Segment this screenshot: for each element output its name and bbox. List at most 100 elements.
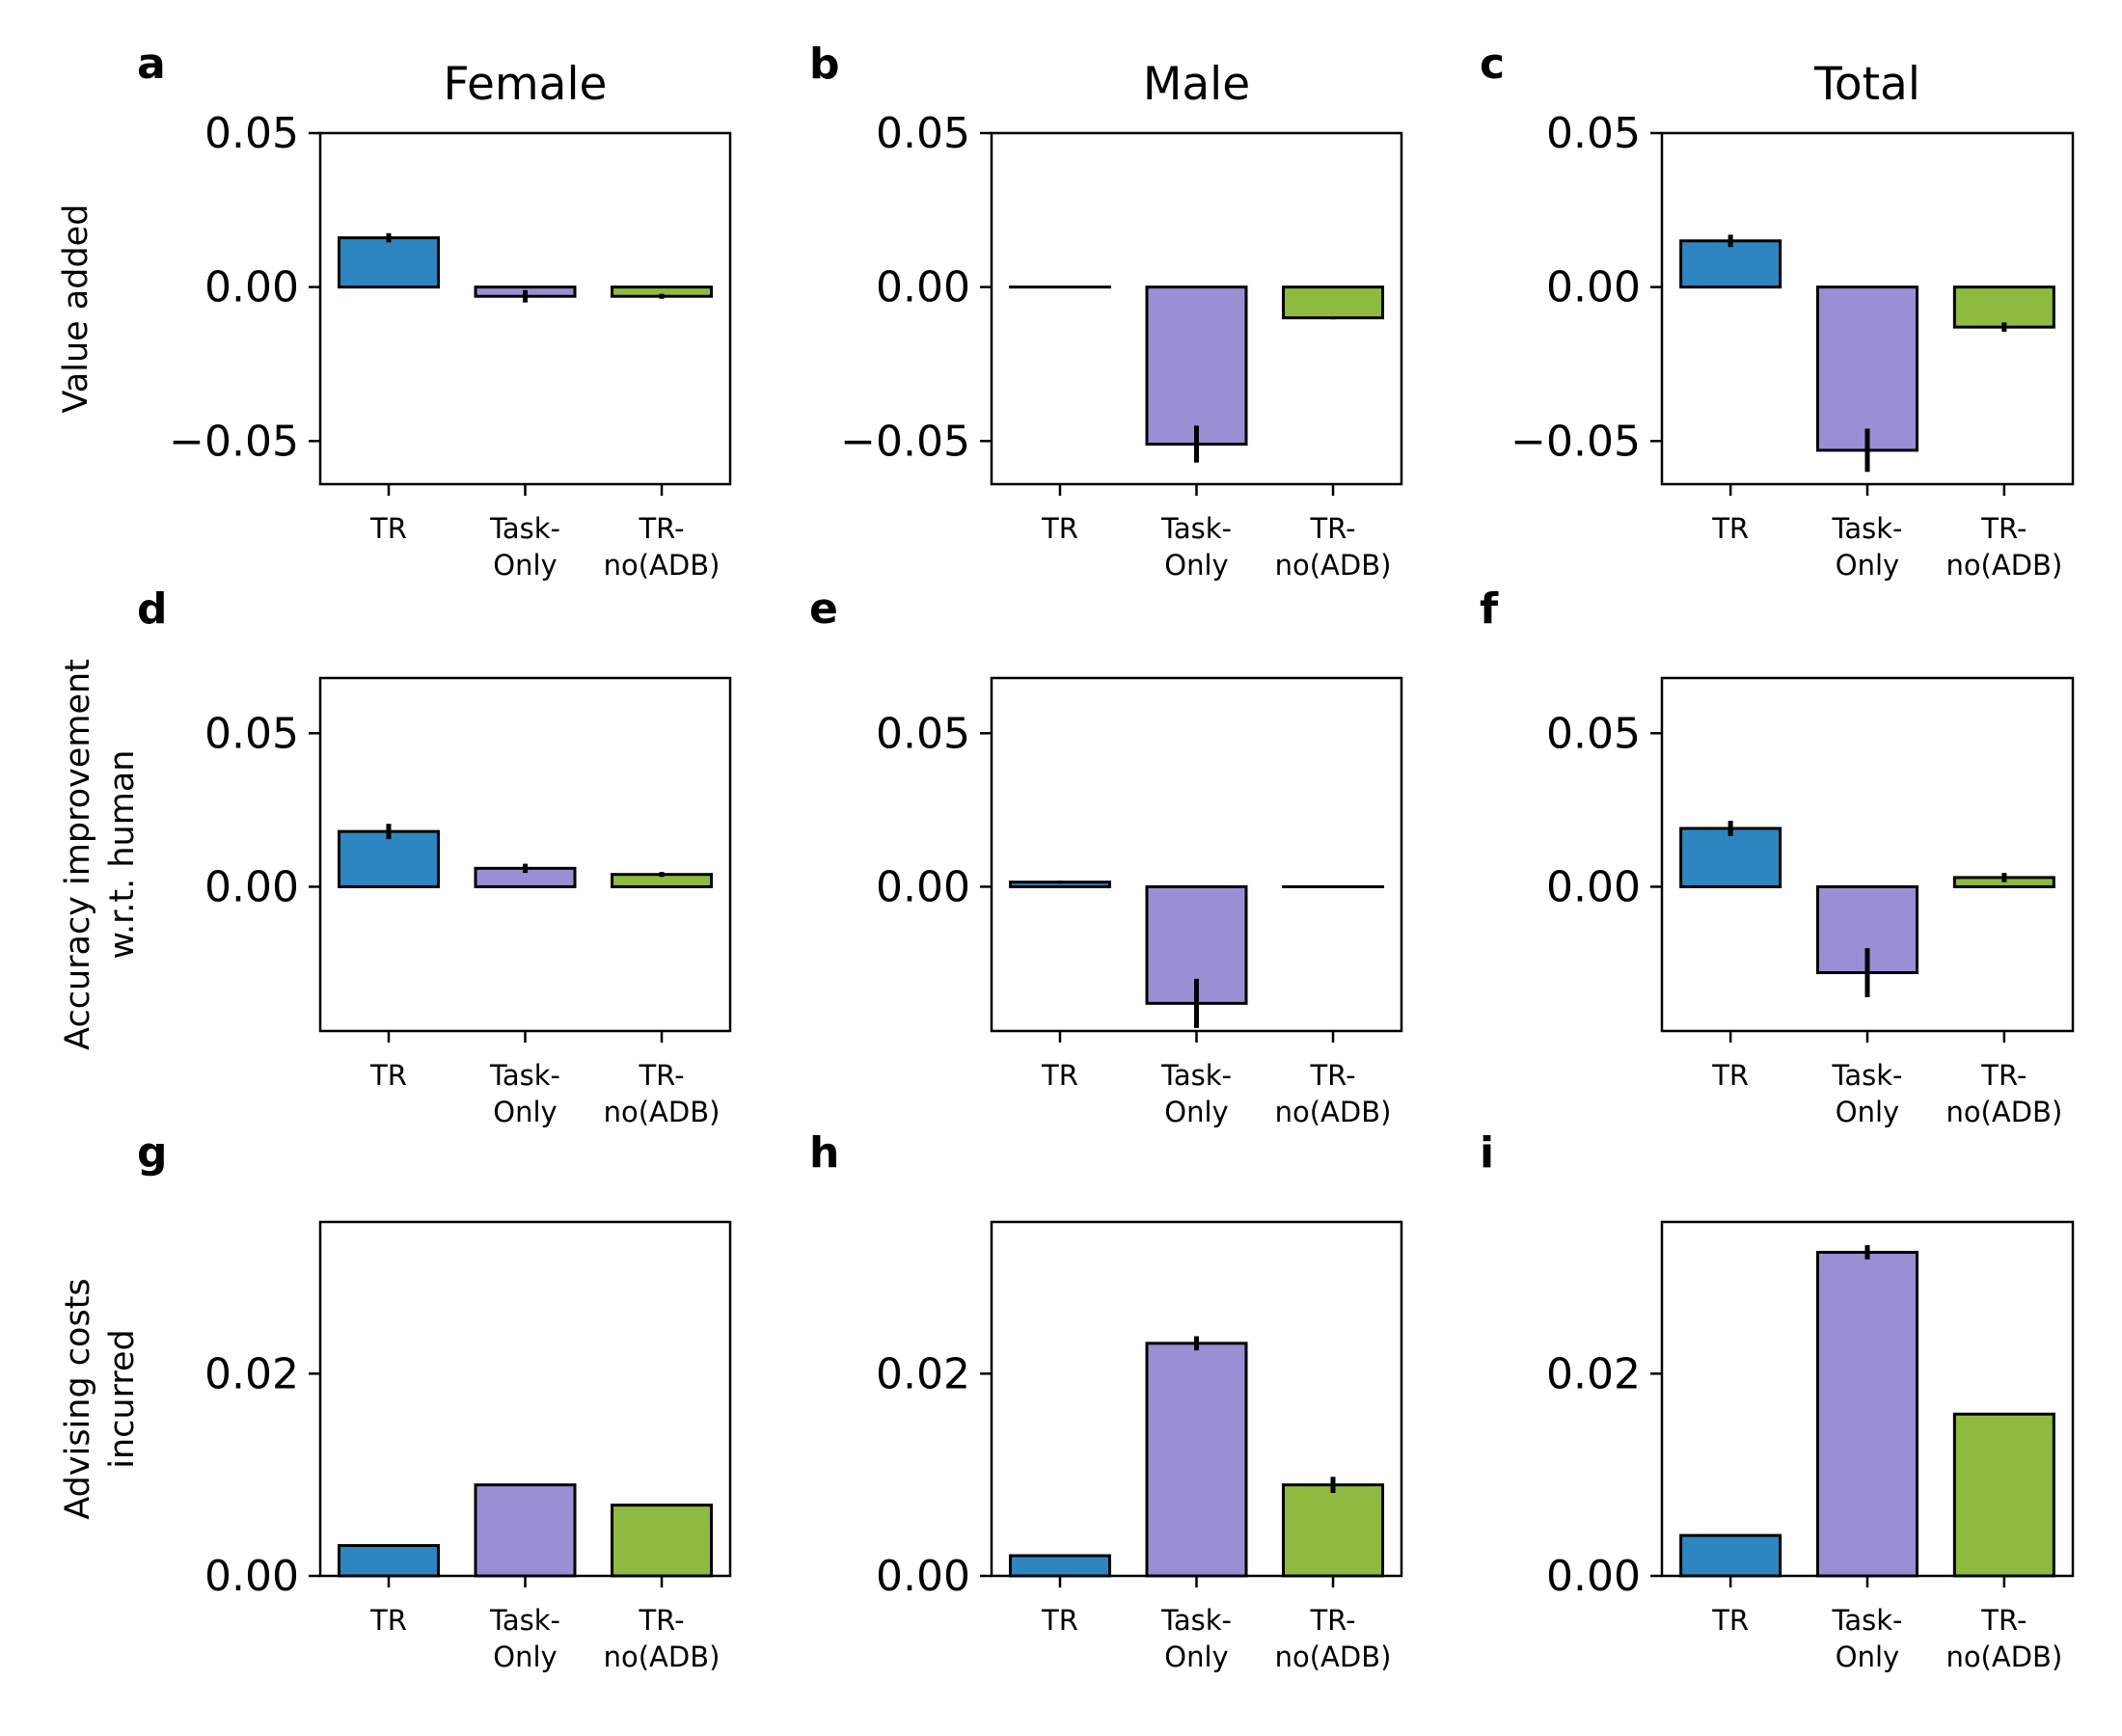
xtick-label-1-line-1: Only	[1164, 1641, 1228, 1673]
panel-f: f 0.00 0.05 TR Task- Only TR-no(ADB)	[1480, 584, 2075, 1128]
xtick-label-1-line-0: Task-	[1831, 1604, 1902, 1637]
axes-frame-b	[990, 131, 1403, 486]
bar-a-0	[337, 236, 440, 289]
axes-frame-i	[1660, 1220, 2075, 1578]
panel-letter-f: f	[1480, 584, 1499, 634]
axes-frame-h	[990, 1220, 1403, 1578]
panel-letter-b: b	[809, 40, 840, 89]
ytick-label: −0.05	[169, 417, 299, 466]
panel-letter-h: h	[809, 1128, 839, 1178]
ytick-label: 0.05	[204, 109, 299, 158]
xtick-label-2-line-1: no(ADB)	[1945, 1641, 2062, 1673]
row-ylabel-2-line-0: Advising costs	[59, 1278, 97, 1519]
bar-i-1	[1816, 1250, 1918, 1578]
bar-b-1	[1145, 285, 1248, 446]
panel-letter-e: e	[809, 584, 838, 634]
axes-frame-g	[318, 1220, 732, 1578]
xtick-label-1-line-1: Only	[1164, 1096, 1228, 1128]
panel-b: b −0.05 0.00 0.05 TR Task- Only TR-no(ADB)	[809, 40, 1403, 582]
row-ylabel-2-line-1: incurred	[103, 1329, 142, 1468]
bar-i-0	[1679, 1533, 1782, 1578]
xtick-label-2-line-0: TR-	[1980, 1059, 2027, 1092]
axes-frame-d	[318, 676, 732, 1033]
xtick-label-1-line-0: Task-	[1160, 1059, 1232, 1092]
plot-layer: Female Male Total Value added Accuracy impro…	[57, 40, 2075, 1673]
xtick-label-1-line-0: Task-	[489, 1604, 560, 1637]
xtick-label-0-line-0: TR	[1041, 512, 1078, 545]
ytick-label: 0.05	[876, 109, 970, 158]
bar-f-0	[1679, 827, 1782, 888]
panel-c: c −0.05 0.00 0.05 TR Task- Only TR-no(ADB)	[1480, 40, 2075, 582]
xtick-label-2-line-1: no(ADB)	[604, 1641, 721, 1673]
xtick-label-2-line-1: no(ADB)	[604, 1096, 721, 1128]
ytick-label: 0.02	[876, 1349, 970, 1398]
xtick-label-2-line-0: TR-	[638, 1604, 684, 1637]
xtick-label-1-line-0: Task-	[1831, 1059, 1902, 1092]
panel-letter-i: i	[1480, 1128, 1494, 1178]
ytick-label: 0.05	[1546, 709, 1641, 758]
ytick-label: 0.02	[1546, 1349, 1641, 1398]
xtick-label-1-line-1: Only	[1164, 549, 1228, 582]
ytick-label: 0.00	[204, 1552, 299, 1601]
xtick-label-2-line-0: TR-	[638, 512, 684, 545]
row-ylabel-0-line-0: Value added	[57, 204, 95, 414]
xtick-label-1-line-0: Task-	[489, 1059, 560, 1092]
xtick-label-1-line-0: Task-	[1160, 1604, 1232, 1637]
row-ylabel-1-line-1: w.r.t. human	[103, 750, 142, 960]
panel-g: g 0.00 0.02 TR Task- Only TR-no(ADB)	[137, 1128, 732, 1673]
xtick-label-1-line-1: Only	[493, 1641, 557, 1673]
xtick-label-1-line-1: Only	[1836, 1641, 1899, 1673]
ytick-label: 0.02	[204, 1349, 299, 1398]
ytick-label: 0.00	[876, 263, 970, 312]
ytick-label: 0.00	[1546, 862, 1641, 911]
xtick-label-2-line-0: TR-	[1309, 1604, 1355, 1637]
bar-h-1	[1145, 1342, 1248, 1578]
xtick-label-2-line-1: no(ADB)	[1275, 1641, 1392, 1673]
xtick-label-1-line-0: Task-	[1160, 512, 1232, 545]
panel-e: e 0.00 0.05 TR Task- Only TR-no(ADB)	[809, 584, 1403, 1128]
xtick-label-2-line-0: TR-	[1309, 512, 1355, 545]
xtick-label-2-line-0: TR-	[638, 1059, 684, 1092]
bar-c-2	[1952, 285, 2055, 329]
bar-f-1	[1816, 884, 1918, 975]
xtick-label-1-line-1: Only	[1836, 549, 1899, 582]
column-title-1: Male	[1143, 58, 1250, 111]
ytick-label: 0.00	[876, 1552, 970, 1601]
ytick-label: 0.05	[876, 709, 970, 758]
xtick-label-2-line-1: no(ADB)	[1945, 549, 2062, 582]
xtick-label-2-line-1: no(ADB)	[604, 549, 721, 582]
panel-letter-c: c	[1480, 40, 1505, 89]
bar-c-0	[1679, 239, 1782, 289]
bar-c-1	[1816, 285, 1918, 452]
xtick-label-0-line-0: TR	[1711, 1059, 1749, 1092]
xtick-label-2-line-1: no(ADB)	[1945, 1096, 2062, 1128]
xtick-label-2-line-1: no(ADB)	[1275, 1096, 1392, 1128]
bar-h-2	[1282, 1483, 1385, 1578]
xtick-label-2-line-0: TR-	[1309, 1059, 1355, 1092]
xtick-label-1-line-1: Only	[493, 1096, 557, 1128]
panel-d: d 0.00 0.05 TR Task- Only TR-no(ADB)	[137, 584, 732, 1128]
bar-d-0	[337, 829, 440, 888]
xtick-label-1-line-1: Only	[1836, 1096, 1899, 1128]
ytick-label: 0.00	[1546, 263, 1641, 312]
bar-g-0	[337, 1544, 440, 1578]
bar-b-2	[1282, 285, 1385, 320]
xtick-label-0-line-0: TR	[369, 512, 407, 545]
panel-h: h 0.00 0.02 TR Task- Only TR-no(ADB)	[809, 1128, 1403, 1673]
column-title-0: Female	[444, 58, 608, 111]
ytick-label: 0.05	[204, 709, 299, 758]
ytick-label: 0.00	[204, 263, 299, 312]
xtick-label-1-line-1: Only	[493, 549, 557, 582]
xtick-label-1-line-0: Task-	[1831, 512, 1902, 545]
xtick-label-0-line-0: TR	[369, 1604, 407, 1637]
axes-frame-f	[1660, 676, 2075, 1033]
bar-g-2	[611, 1504, 714, 1578]
ytick-label: −0.05	[1510, 417, 1641, 466]
xtick-label-2-line-0: TR-	[1980, 1604, 2027, 1637]
panel-letter-a: a	[137, 40, 166, 89]
ytick-label: 0.05	[1546, 109, 1641, 158]
bar-h-0	[1008, 1554, 1111, 1578]
ytick-label: 0.00	[204, 862, 299, 911]
ytick-label: 0.00	[876, 862, 970, 911]
